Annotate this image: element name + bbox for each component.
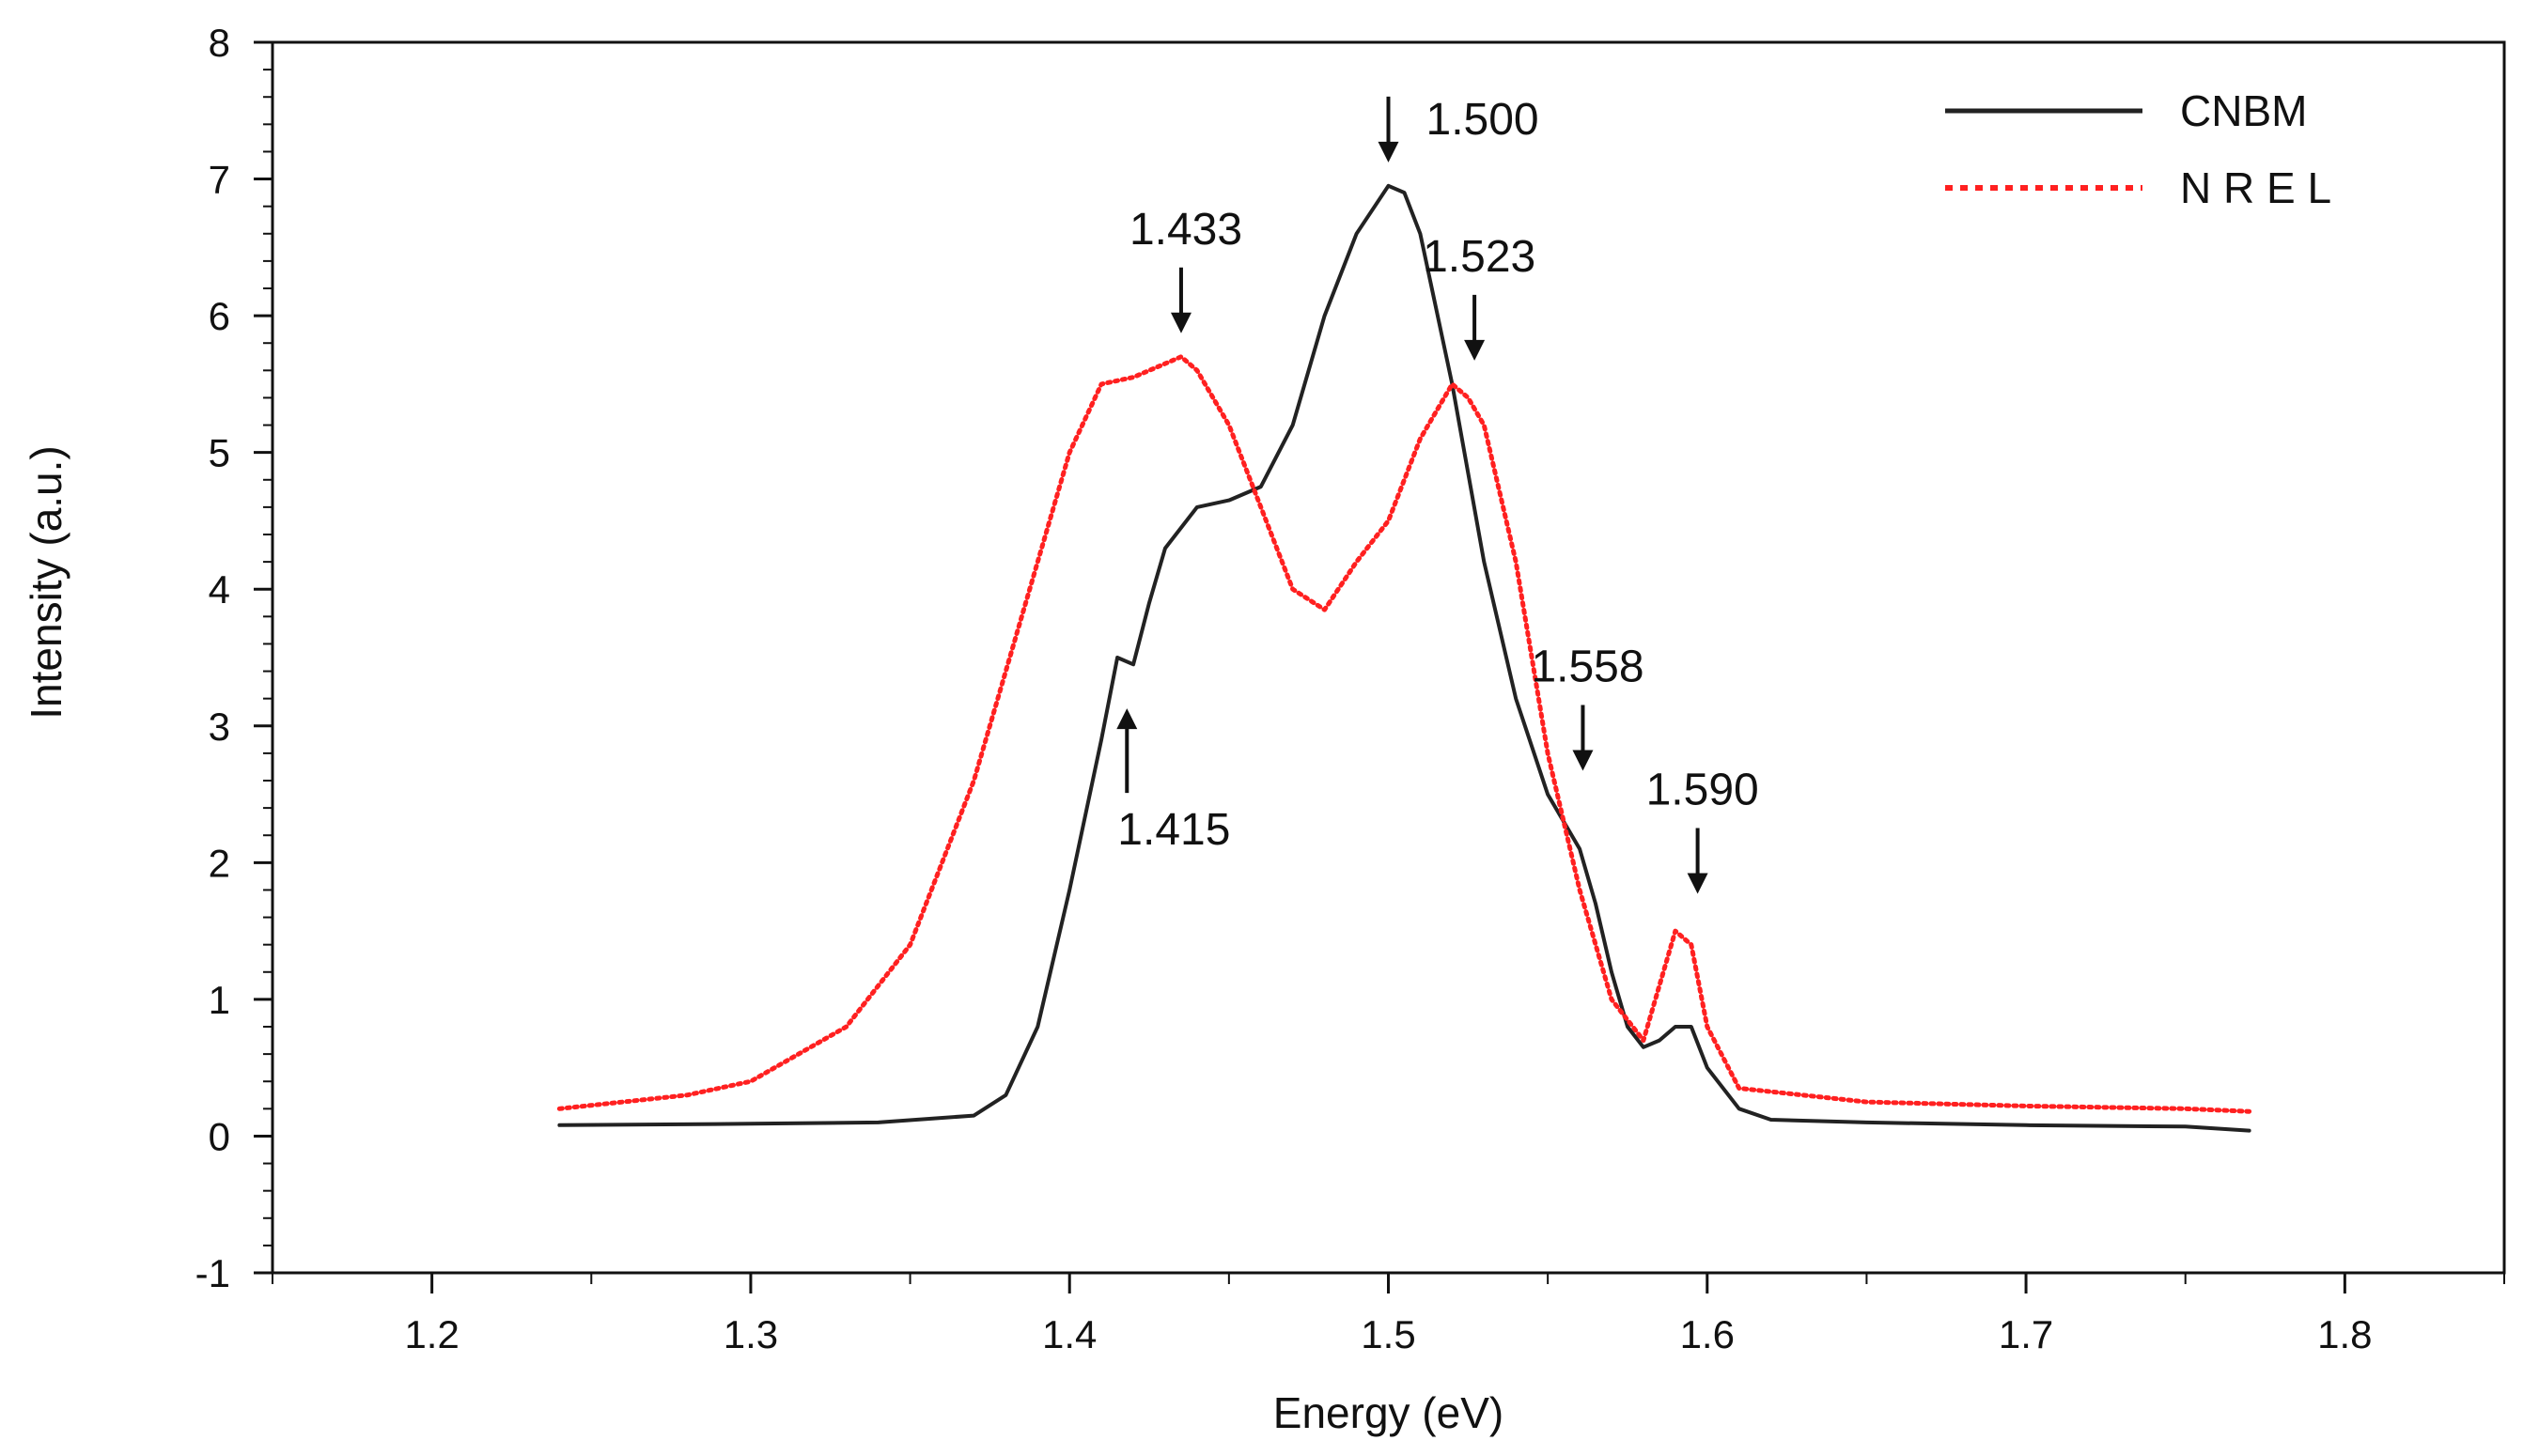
annotation-1.590: 1.590 [1646, 766, 1759, 894]
series-layer [556, 183, 2252, 1133]
legend: CNBM N R E L [1945, 86, 2331, 212]
x-tick-label: 1.5 [1361, 1312, 1415, 1356]
x-tick-label: 1.4 [1042, 1312, 1097, 1356]
y-tick-label: 2 [209, 841, 230, 885]
y-tick-label: 6 [209, 294, 230, 338]
annotation-arrow-head [1464, 339, 1486, 361]
y-axis-title: Intensity (a.u.) [22, 445, 70, 719]
x-tick-label: 1.2 [404, 1312, 459, 1356]
y-tick-label: 1 [209, 978, 230, 1022]
annotation-label: 1.558 [1531, 643, 1643, 692]
annotation-arrow-head [1687, 873, 1708, 894]
annotation-label: 1.500 [1426, 95, 1539, 145]
legend-label-nrel: N R E L [2180, 163, 2331, 212]
x-axis: 1.2 1.3 1.4 1.5 1.6 1.7 1.8 [272, 1273, 2505, 1356]
x-tick-label: 1.3 [724, 1312, 778, 1356]
y-tick-label: 4 [209, 567, 230, 612]
annotation-label: 1.433 [1129, 205, 1242, 255]
y-tick-label: 3 [209, 705, 230, 749]
x-tick-label: 1.7 [1999, 1312, 2053, 1356]
annotation-label: 1.523 [1423, 232, 1535, 282]
annotation-arrow-head [1116, 708, 1138, 730]
y-axis: -1 0 1 2 3 4 5 6 7 8 [195, 21, 273, 1295]
x-tick-label: 1.6 [1680, 1312, 1735, 1356]
annotation-label: 1.415 [1117, 805, 1230, 855]
y-tick-label: -1 [195, 1251, 230, 1295]
y-tick-label: 8 [209, 21, 230, 65]
legend-label-cnbm: CNBM [2180, 86, 2307, 135]
y-tick-label: 0 [209, 1114, 230, 1158]
annotation-1.558: 1.558 [1531, 643, 1644, 771]
annotation-1.523: 1.523 [1423, 232, 1535, 361]
annotation-arrow-head [1378, 141, 1399, 163]
x-tick-label: 1.8 [2317, 1312, 2372, 1356]
annotation-label: 1.590 [1646, 766, 1759, 815]
x-axis-title: Energy (eV) [1273, 1388, 1503, 1437]
annotation-arrow-head [1170, 312, 1192, 333]
series-line-nrel [556, 354, 2252, 1114]
annotation-1.433: 1.433 [1129, 205, 1242, 333]
annotation-layer: 1.500 1.433 1.523 1.558 1.590 1.415 [1116, 95, 1759, 894]
annotation-1.415: 1.415 [1116, 708, 1230, 855]
y-tick-label: 5 [209, 431, 230, 475]
series-line-cnbm [557, 183, 2251, 1133]
annotation-arrow-head [1572, 750, 1594, 771]
annotation-1.500: 1.500 [1378, 95, 1539, 163]
y-tick-label: 7 [209, 158, 230, 202]
